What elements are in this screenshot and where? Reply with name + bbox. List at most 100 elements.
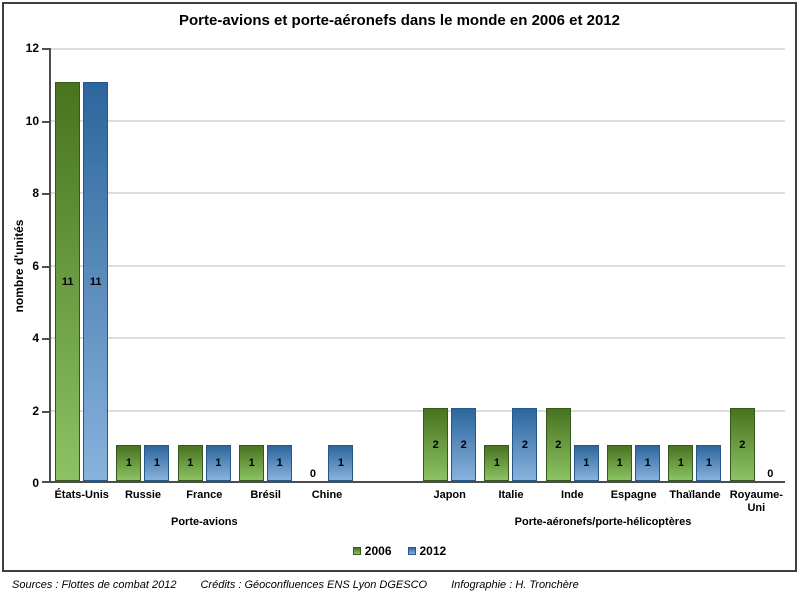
footer-credits-text: Crédits : Géoconfluences ENS Lyon DGESCO bbox=[200, 579, 428, 591]
legend-marker-2006 bbox=[352, 547, 361, 555]
legend-label-2006: 2006 bbox=[364, 544, 392, 558]
bar-value-label: 1 bbox=[215, 457, 222, 469]
bar-value-label: 1 bbox=[153, 457, 161, 469]
y-tick-label-4: 4 bbox=[32, 331, 39, 345]
gridline-y6 bbox=[51, 265, 785, 267]
category-label: Royaume-Uni bbox=[729, 489, 783, 514]
y-tick-2 bbox=[42, 411, 49, 413]
group-label: Porte-aéronefs/porte-hélicoptères bbox=[514, 516, 692, 528]
category-label: Chine bbox=[311, 489, 343, 501]
y-tick-label-10: 10 bbox=[25, 114, 39, 128]
bar-2012: 1 bbox=[573, 445, 599, 481]
bar-wrap-2006: 1 bbox=[607, 445, 633, 481]
chart-title: Porte-avions et porte-aéronefs dans le m… bbox=[179, 12, 620, 29]
bar-2012: 1 bbox=[635, 445, 661, 481]
bar-2006: 1 bbox=[177, 445, 203, 481]
bar-2012: 1 bbox=[205, 445, 231, 481]
bar-wrap-2006: 0 bbox=[300, 463, 325, 481]
bar-wrap-2006: 11 bbox=[55, 82, 81, 481]
y-tick-label-8: 8 bbox=[32, 186, 39, 200]
bar-wrap-2012: 1 bbox=[267, 445, 293, 481]
bar-wrap-2012: 1 bbox=[205, 445, 231, 481]
y-tick-4 bbox=[42, 338, 49, 340]
category-label: Russie bbox=[124, 489, 162, 501]
y-tick-label-0: 0 bbox=[32, 476, 39, 490]
bar-wrap-2012: 11 bbox=[83, 82, 109, 481]
bar-2006: 2 bbox=[545, 408, 571, 481]
gridline-y4 bbox=[51, 337, 785, 339]
bar-value-label: 0 bbox=[767, 468, 774, 480]
bar-wrap-2012: 0 bbox=[758, 463, 783, 481]
chart-frame: Porte-avions et porte-aéronefs dans le m… bbox=[2, 2, 797, 572]
bar-2012: 1 bbox=[696, 445, 722, 481]
y-tick-label-2: 2 bbox=[32, 404, 39, 418]
y-tick-label-6: 6 bbox=[32, 259, 39, 273]
bar-2006: 11 bbox=[55, 82, 81, 481]
legend-label-2012: 2012 bbox=[419, 544, 447, 558]
bar-value-label: 2 bbox=[555, 438, 562, 451]
bar-wrap-2006: 1 bbox=[484, 445, 510, 481]
bar-wrap-2006: 1 bbox=[116, 445, 142, 481]
category-label: Brésil bbox=[250, 489, 281, 501]
bar-value-label: 1 bbox=[644, 457, 651, 469]
bar-wrap-2006: 2 bbox=[729, 408, 755, 481]
category-label: Italie bbox=[498, 489, 524, 501]
bar-value-label: 2 bbox=[432, 438, 439, 451]
footer-credits: Sources : Flottes de combat 2012 Crédits… bbox=[12, 579, 579, 591]
bar-value-label: 1 bbox=[125, 457, 133, 469]
y-tick-12 bbox=[42, 48, 49, 50]
category-label: Japon bbox=[433, 489, 466, 501]
bar-2006: 1 bbox=[668, 445, 694, 481]
bar-2006: 1 bbox=[607, 445, 633, 481]
bar-wrap-2006: 1 bbox=[239, 445, 265, 481]
bar-wrap-2012: 2 bbox=[512, 408, 538, 481]
legend-marker-2012 bbox=[407, 547, 416, 555]
bar-2012: 1 bbox=[328, 445, 354, 481]
legend-item-2012: 2012 bbox=[407, 544, 447, 558]
bar-wrap-2006: 1 bbox=[668, 445, 694, 481]
bar-value-label: 1 bbox=[493, 457, 501, 469]
bar-2012: 2 bbox=[451, 408, 477, 481]
bar-wrap-2012: 1 bbox=[144, 445, 170, 481]
y-tick-8 bbox=[42, 193, 49, 195]
bar-value-label: 2 bbox=[521, 438, 529, 451]
bar-2006: 1 bbox=[239, 445, 265, 481]
bar-2012: 11 bbox=[83, 82, 109, 481]
bar-2006: 2 bbox=[423, 408, 449, 481]
bar-2006: 1 bbox=[484, 445, 510, 481]
bar-value-label: 1 bbox=[276, 457, 283, 469]
bar-value-label: 1 bbox=[187, 457, 194, 469]
bar-value-label: 1 bbox=[705, 457, 713, 469]
bar-value-label: 1 bbox=[583, 457, 590, 469]
legend-item-2006: 2006 bbox=[352, 544, 392, 558]
bar-value-label: 1 bbox=[248, 457, 255, 469]
bar-wrap-2012: 1 bbox=[573, 445, 599, 481]
gridline-y2 bbox=[51, 410, 785, 412]
category-label: Thaïlande bbox=[669, 489, 721, 501]
category-label: France bbox=[186, 489, 223, 501]
y-tick-6 bbox=[42, 266, 49, 268]
bar-value-label: 0 bbox=[309, 468, 317, 480]
footer-sources: Sources : Flottes de combat 2012 bbox=[12, 579, 177, 591]
bar-value-label: 11 bbox=[89, 275, 102, 288]
bar-value-label: 1 bbox=[337, 457, 345, 469]
bar-value-label: 2 bbox=[739, 438, 746, 451]
bar-value-label: 1 bbox=[616, 457, 623, 469]
bar-2012: 1 bbox=[267, 445, 293, 481]
y-tick-10 bbox=[42, 121, 49, 123]
bar-wrap-2012: 2 bbox=[451, 408, 477, 481]
chart-legend: 2006 2012 bbox=[4, 544, 795, 558]
bar-2012: 2 bbox=[512, 408, 538, 481]
bar-wrap-2012: 1 bbox=[635, 445, 661, 481]
bar-value-label: 2 bbox=[460, 438, 467, 451]
bar-wrap-2012: 1 bbox=[696, 445, 722, 481]
